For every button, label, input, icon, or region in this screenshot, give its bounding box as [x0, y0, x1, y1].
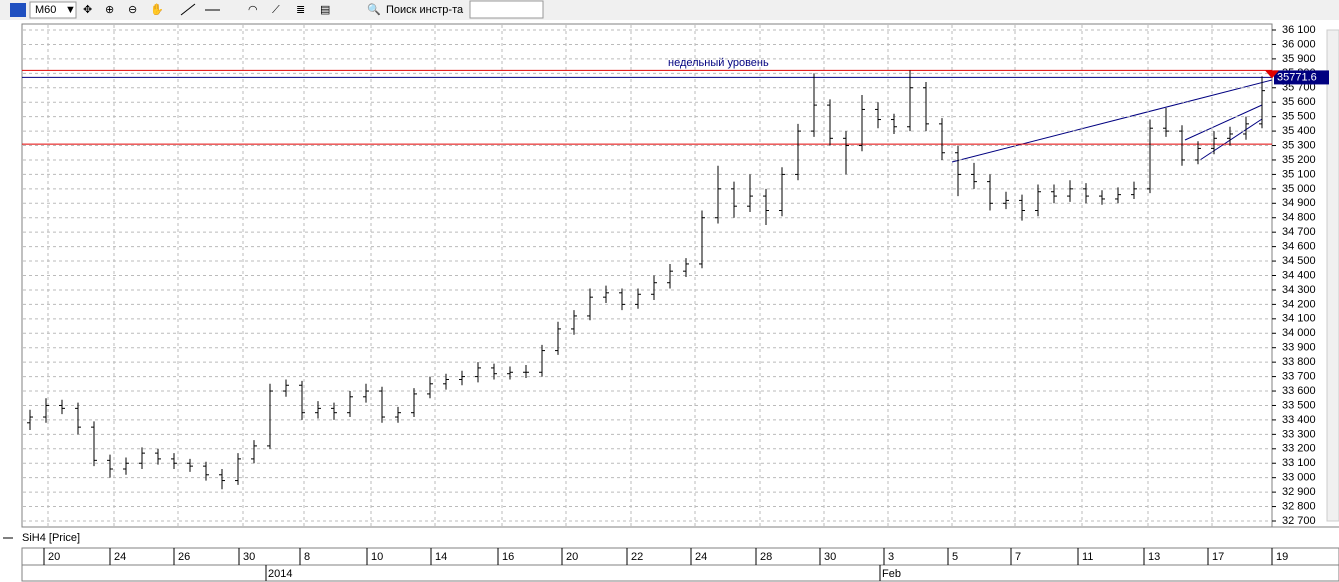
y-tick-label: 32 900 [1282, 486, 1316, 498]
y-tick-label: 34 700 [1282, 226, 1316, 238]
price-tag [1274, 70, 1329, 85]
y-tick-label: 32 700 [1282, 515, 1316, 527]
fan-tool[interactable]: ⟋ [272, 4, 280, 16]
y-tick-label: 35 300 [1282, 139, 1316, 151]
search-icon: 🔍 [367, 2, 381, 16]
y-tick-label: 34 400 [1282, 269, 1316, 281]
x-tick-label: 20 [566, 551, 578, 563]
x-tick-label: 19 [1276, 551, 1288, 563]
date-row [21, 547, 1339, 566]
chart-type-button[interactable] [10, 3, 26, 17]
x-tick-label: 3 [888, 551, 894, 563]
y-tick-label: 33 400 [1282, 414, 1316, 426]
y-tick-label: 34 500 [1282, 255, 1316, 267]
y-tick-label: 34 000 [1282, 327, 1316, 339]
x-tick-label: 28 [760, 551, 772, 563]
x-tick-label: 30 [243, 551, 255, 563]
dropdown-arrow: ▼ [65, 4, 76, 16]
zoom-in[interactable]: ⊕ [105, 4, 114, 16]
annotation: недельный уровень [668, 57, 769, 69]
y-tick-label: 33 300 [1282, 428, 1316, 440]
legend-label: SiH4 [Price] [22, 532, 80, 544]
trend-line [1184, 104, 1263, 141]
period-label: Feb [882, 568, 901, 580]
trend-line [951, 79, 1273, 163]
interval-select[interactable] [29, 1, 77, 19]
x-tick-label: 24 [114, 551, 126, 563]
fib-tool[interactable]: ≣ [296, 4, 305, 16]
y-tick-label: 33 500 [1282, 399, 1316, 411]
y-tick-label: 33 800 [1282, 356, 1316, 368]
y-tick-label: 35 500 [1282, 111, 1316, 123]
y-tick-label: 35 900 [1282, 53, 1316, 65]
period-label: 2014 [268, 568, 292, 580]
channel-tool[interactable]: ▤ [320, 4, 330, 16]
y-tick-label: 34 300 [1282, 284, 1316, 296]
y-tick-label: 35 000 [1282, 183, 1316, 195]
arc-tool[interactable]: ◠ [248, 4, 258, 16]
y-tick-label: 35 600 [1282, 96, 1316, 108]
x-tick-label: 20 [48, 551, 60, 563]
toolbar [0, 0, 1339, 20]
x-tick-label: 10 [371, 551, 383, 563]
y-tick-label: 34 800 [1282, 212, 1316, 224]
x-tick-label: 5 [952, 551, 958, 563]
x-tick-label: 7 [1015, 551, 1021, 563]
y-tick-label: 35 400 [1282, 125, 1316, 137]
alert-marker [1265, 70, 1279, 79]
y-tick-label: 33 200 [1282, 443, 1316, 455]
x-tick-label: 13 [1148, 551, 1160, 563]
x-tick-label: 14 [435, 551, 447, 563]
x-tick-label: 11 [1082, 551, 1093, 563]
y-tick-label: 34 600 [1282, 241, 1316, 253]
pan-tool[interactable]: ✥ [83, 4, 92, 16]
x-tick-label: 8 [304, 551, 310, 563]
x-tick-label: 16 [502, 551, 514, 563]
x-tick-label: 30 [824, 551, 836, 563]
x-tick-label: 24 [695, 551, 707, 563]
line-tool[interactable] [180, 3, 196, 16]
interval-label: M60 [35, 4, 56, 16]
y-tick-label: 36 100 [1282, 24, 1316, 36]
x-tick-label: 26 [178, 551, 190, 563]
zoom-out[interactable]: ⊖ [128, 4, 137, 16]
period-row [21, 564, 1339, 582]
y-tick-label: 33 900 [1282, 342, 1316, 354]
y-tick-label: 35 100 [1282, 168, 1316, 180]
y-tick-label: 33 100 [1282, 457, 1316, 469]
price-tag-label: 35771.6 [1277, 71, 1317, 83]
y-tick-label: 33 700 [1282, 370, 1316, 382]
y-tick-label: 35 200 [1282, 154, 1316, 166]
trend-line [1199, 118, 1263, 161]
search-input[interactable] [469, 0, 544, 19]
y-tick-label: 33 000 [1282, 472, 1316, 484]
hand-tool[interactable]: ✋ [150, 3, 164, 16]
scrollbar[interactable] [1326, 29, 1339, 522]
y-tick-label: 33 600 [1282, 385, 1316, 397]
y-tick-label: 34 200 [1282, 298, 1316, 310]
y-tick-label: 32 800 [1282, 500, 1316, 512]
y-tick-label: 35 700 [1282, 82, 1316, 94]
x-tick-label: 17 [1212, 551, 1224, 563]
search-label: Поиск инстр-та [386, 4, 464, 16]
x-tick-label: 22 [631, 551, 643, 563]
y-tick-label: 34 100 [1282, 313, 1316, 325]
y-tick-label: 36 000 [1282, 38, 1316, 50]
y-tick-label: 34 900 [1282, 197, 1316, 209]
